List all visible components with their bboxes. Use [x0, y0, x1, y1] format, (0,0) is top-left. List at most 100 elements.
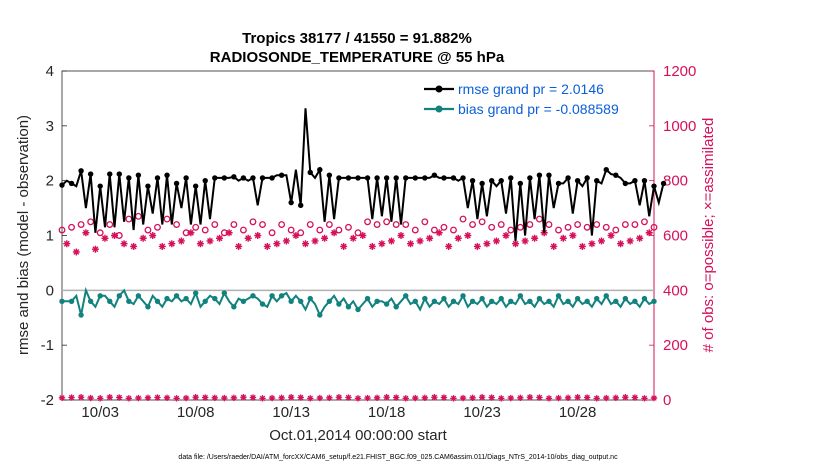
assimilated-obs-marker [330, 229, 338, 237]
bias-point [317, 312, 323, 318]
bias-point [298, 298, 304, 304]
possible-obs-marker [402, 221, 410, 228]
y-right-tick-label: 400 [663, 282, 688, 299]
bias-point [107, 298, 113, 304]
assimilated-obs-marker [559, 234, 567, 242]
legend-bias-marker [435, 105, 443, 113]
assimilated-obs-marker [235, 242, 243, 250]
zero-count-marker [240, 394, 247, 401]
assimilated-obs-marker [359, 232, 367, 239]
possible-obs-marker [287, 226, 295, 234]
rmse-point [278, 172, 285, 178]
rmse-point [240, 175, 247, 181]
possible-obs-marker [144, 226, 152, 234]
possible-obs-marker [173, 221, 181, 228]
assimilated-obs-marker [483, 240, 491, 248]
bias-point [403, 293, 409, 299]
possible-obs-marker [641, 218, 648, 226]
possible-obs-marker [230, 221, 238, 228]
y-axis-left-label: rmse and bias (model - observation) [15, 115, 32, 355]
rmse-point [546, 172, 552, 178]
bias-point [212, 295, 218, 302]
zero-count-marker [144, 394, 152, 402]
zero-count-marker [192, 394, 199, 401]
zero-count-marker [622, 394, 629, 401]
possible-obs-marker [488, 223, 496, 231]
y-left-tick-label: -2 [41, 392, 54, 409]
zero-count-marker [307, 395, 314, 402]
rmse-point [565, 175, 571, 181]
data-file-footnote: data file: /Users/raeder/DAI/ATM_forcXX/… [178, 454, 618, 461]
assimilated-obs-marker [282, 237, 290, 245]
bias-point [336, 301, 342, 307]
bias-point [479, 295, 485, 302]
zero-count-marker [278, 394, 285, 402]
possible-obs-marker [612, 226, 620, 234]
y-right-tick-label: 0 [663, 392, 671, 409]
assimilated-obs-marker [617, 240, 625, 248]
assimilated-obs-marker [454, 234, 462, 242]
possible-obs-marker [631, 221, 639, 228]
x-tick-label: 10/18 [368, 404, 406, 421]
possible-obs-marker [621, 221, 629, 228]
bias-point [622, 295, 629, 302]
zero-count-marker [249, 394, 257, 401]
bias-point [164, 295, 170, 302]
rmse-point [498, 177, 504, 184]
bias-point [288, 298, 294, 304]
bias-point [546, 298, 552, 304]
rmse-point [574, 177, 581, 184]
zero-count-marker [87, 394, 94, 402]
zero-count-marker [593, 395, 600, 402]
possible-obs-marker [593, 221, 601, 228]
assimilated-obs-marker [378, 240, 386, 248]
y-right-tick-label: 200 [663, 337, 688, 354]
assimilated-obs-marker [645, 229, 653, 237]
y-axis-right-label: # of obs: o=possible; ×=assimilated [700, 118, 717, 353]
bias-point [422, 295, 428, 302]
bias-point [259, 301, 266, 307]
bias-point [632, 298, 638, 304]
possible-obs-marker [249, 218, 257, 226]
possible-obs-marker [306, 221, 314, 228]
possible-obs-marker [421, 218, 429, 226]
bias-point [469, 298, 476, 304]
zero-count-marker [469, 394, 476, 402]
possible-obs-marker [373, 221, 381, 228]
possible-obs-marker [440, 223, 448, 231]
assimilated-obs-marker [292, 232, 300, 239]
rmse-point [87, 171, 94, 177]
possible-obs-marker [154, 223, 161, 231]
assimilated-obs-marker [607, 232, 615, 239]
zero-count-marker [106, 394, 113, 401]
rmse-point [527, 175, 533, 181]
rmse-point [212, 175, 218, 181]
rmse-point [441, 175, 447, 181]
assimilated-obs-marker [416, 237, 424, 245]
possible-obs-marker [325, 221, 333, 228]
y-right-tick-label: 800 [663, 173, 688, 190]
rmse-point [641, 177, 648, 184]
y-left-tick-label: 0 [46, 282, 54, 299]
assimilated-obs-marker [521, 237, 529, 245]
rmse-point [164, 172, 170, 178]
zero-count-marker [316, 394, 324, 402]
bias-point [269, 293, 275, 299]
assimilated-obs-marker [63, 240, 71, 248]
zero-count-marker [612, 394, 620, 402]
bias-point [450, 298, 457, 304]
bias-point [383, 301, 390, 307]
zero-count-marker [431, 394, 438, 401]
bias-point [307, 295, 313, 302]
zero-count-marker [68, 394, 75, 401]
assimilated-obs-marker [597, 237, 605, 245]
assimilated-obs-marker [387, 237, 395, 245]
assimilated-obs-marker [464, 232, 472, 239]
zero-count-marker [564, 394, 572, 402]
zero-count-marker [335, 394, 343, 401]
possible-obs-marker [316, 226, 324, 234]
bias-point [87, 298, 94, 304]
bias-point [498, 295, 504, 302]
bias-point [135, 293, 142, 299]
assimilated-obs-marker [168, 240, 176, 248]
